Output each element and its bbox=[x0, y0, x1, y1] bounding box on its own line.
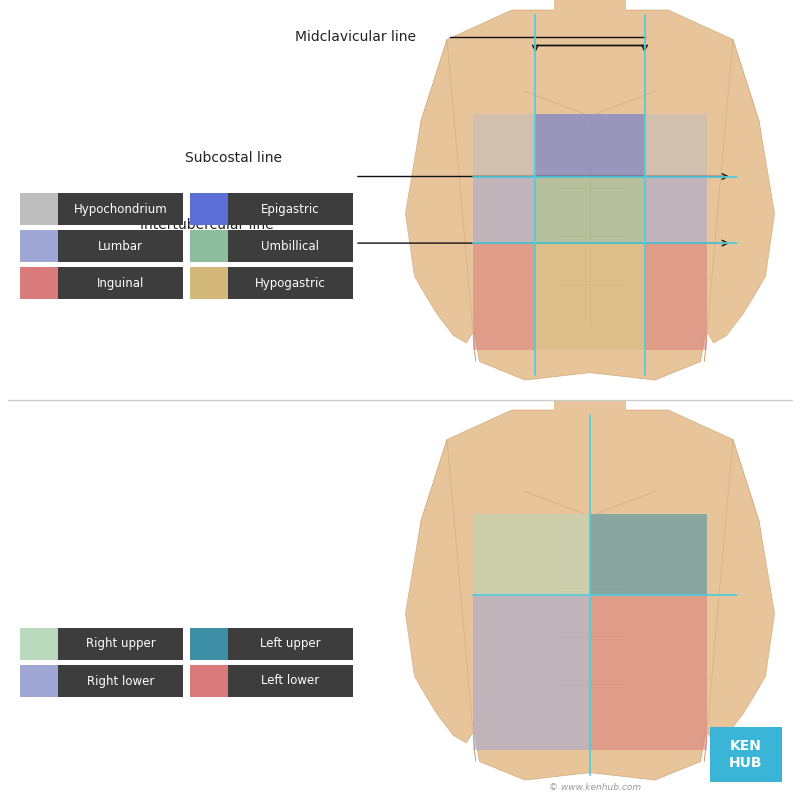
Bar bbox=[58, 230, 183, 262]
Bar bbox=[20, 665, 58, 697]
Bar bbox=[228, 230, 353, 262]
Bar bbox=[710, 727, 782, 782]
Polygon shape bbox=[408, 10, 772, 380]
Bar bbox=[645, 243, 707, 350]
Bar bbox=[535, 177, 645, 243]
Bar bbox=[473, 514, 590, 595]
Text: Lumbar: Lumbar bbox=[98, 239, 143, 253]
Polygon shape bbox=[704, 39, 774, 362]
Text: Umbillical: Umbillical bbox=[262, 239, 319, 253]
Bar bbox=[20, 230, 58, 262]
Bar bbox=[228, 665, 353, 697]
Bar bbox=[645, 114, 707, 177]
Bar bbox=[535, 243, 645, 350]
Text: Left upper: Left upper bbox=[260, 638, 321, 650]
Bar bbox=[228, 628, 353, 660]
Text: KEN
HUB: KEN HUB bbox=[730, 739, 762, 770]
Bar bbox=[473, 595, 590, 750]
Polygon shape bbox=[704, 440, 774, 762]
Bar bbox=[473, 177, 535, 243]
Bar bbox=[20, 628, 58, 660]
Bar bbox=[190, 665, 228, 697]
Bar bbox=[20, 193, 58, 225]
Bar bbox=[58, 267, 183, 299]
Text: Hypogastric: Hypogastric bbox=[255, 277, 326, 290]
Bar bbox=[590, 514, 707, 595]
Bar bbox=[228, 267, 353, 299]
Bar bbox=[190, 267, 228, 299]
Bar bbox=[58, 665, 183, 697]
Bar bbox=[190, 193, 228, 225]
Polygon shape bbox=[406, 39, 475, 362]
Text: Midclavicular line: Midclavicular line bbox=[295, 30, 416, 44]
Polygon shape bbox=[406, 440, 475, 762]
Bar bbox=[473, 114, 535, 177]
Text: Epigastric: Epigastric bbox=[261, 202, 320, 215]
Bar bbox=[20, 267, 58, 299]
Bar bbox=[58, 193, 183, 225]
Polygon shape bbox=[408, 410, 772, 780]
Bar bbox=[190, 230, 228, 262]
Bar bbox=[645, 177, 707, 243]
Bar bbox=[554, 0, 626, 18]
Bar bbox=[228, 193, 353, 225]
Text: Hypochondrium: Hypochondrium bbox=[74, 202, 167, 215]
Bar bbox=[535, 114, 645, 177]
Text: Left lower: Left lower bbox=[262, 674, 320, 687]
Text: Right upper: Right upper bbox=[86, 638, 155, 650]
Bar bbox=[554, 395, 626, 418]
Text: Right lower: Right lower bbox=[87, 674, 154, 687]
Text: © www.kenhub.com: © www.kenhub.com bbox=[549, 783, 641, 792]
Text: Subcostal line: Subcostal line bbox=[185, 151, 282, 166]
Text: Intertubercular line: Intertubercular line bbox=[140, 218, 274, 232]
Bar bbox=[58, 628, 183, 660]
Bar bbox=[473, 243, 535, 350]
Text: Inguinal: Inguinal bbox=[97, 277, 144, 290]
Bar bbox=[590, 595, 707, 750]
Bar bbox=[190, 628, 228, 660]
